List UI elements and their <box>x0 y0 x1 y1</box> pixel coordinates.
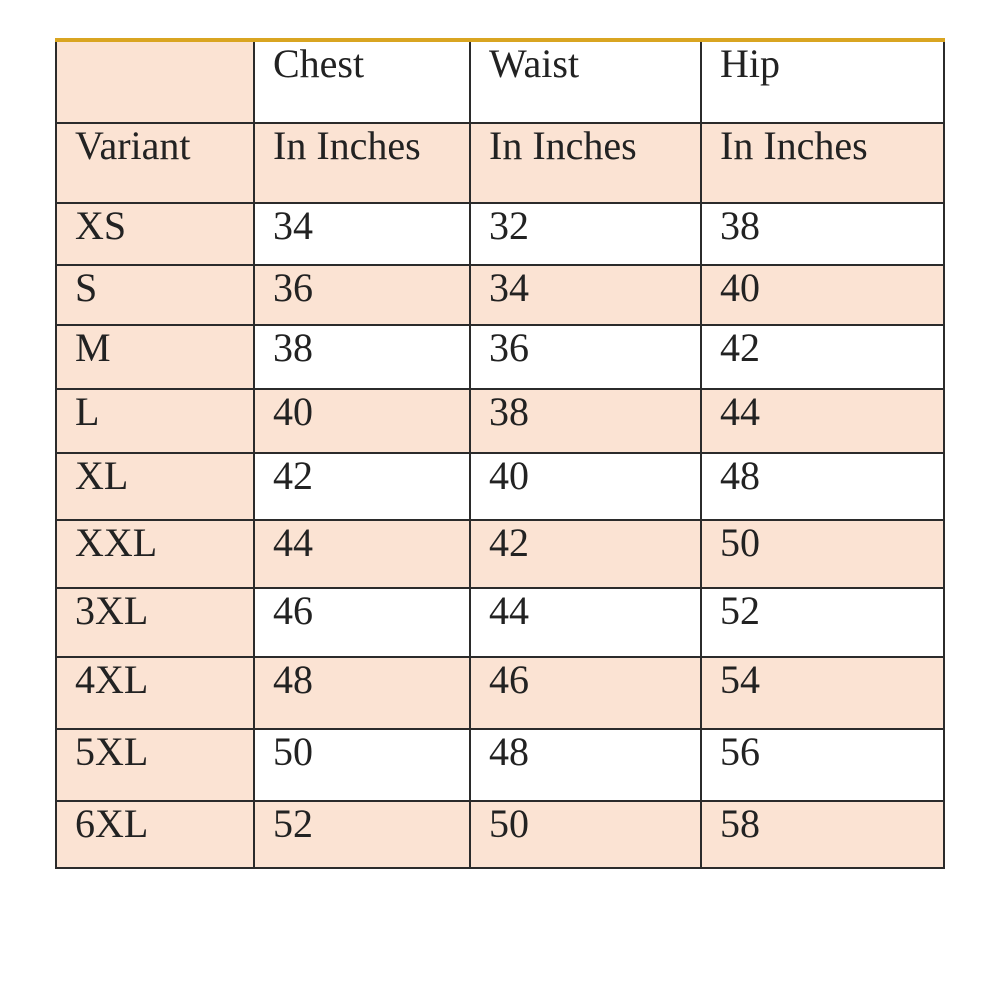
variant-cell: M <box>55 324 255 390</box>
hip-cell: 42 <box>700 324 945 390</box>
waist-cell: 44 <box>469 587 702 658</box>
table-row: XXL 44 42 50 <box>55 519 945 589</box>
header-cell-hip: Hip <box>700 40 945 124</box>
chest-cell: 38 <box>253 324 471 390</box>
header-cell-waist: Waist <box>469 40 702 124</box>
variant-cell: XXL <box>55 519 255 589</box>
table-row: XS 34 32 38 <box>55 202 945 266</box>
variant-cell: 4XL <box>55 656 255 730</box>
chest-cell: 46 <box>253 587 471 658</box>
header-row-units: Variant In Inches In Inches In Inches <box>55 122 945 204</box>
size-chart-table: Chest Waist Hip Variant In Inches In Inc… <box>55 38 945 869</box>
variant-cell: S <box>55 264 255 326</box>
header-row-measurement: Chest Waist Hip <box>55 40 945 124</box>
hip-cell: 54 <box>700 656 945 730</box>
hip-cell: 56 <box>700 728 945 802</box>
table-row: M 38 36 42 <box>55 324 945 390</box>
header-cell-variant: Variant <box>55 122 255 204</box>
chest-cell: 52 <box>253 800 471 869</box>
table-row: 6XL 52 50 58 <box>55 800 945 869</box>
variant-cell: 6XL <box>55 800 255 869</box>
hip-cell: 48 <box>700 452 945 521</box>
waist-cell: 38 <box>469 388 702 454</box>
variant-cell: XS <box>55 202 255 266</box>
hip-cell: 58 <box>700 800 945 869</box>
header-cell <box>55 40 255 124</box>
hip-cell: 38 <box>700 202 945 266</box>
table-row: XL 42 40 48 <box>55 452 945 521</box>
hip-cell: 44 <box>700 388 945 454</box>
chest-cell: 50 <box>253 728 471 802</box>
waist-cell: 36 <box>469 324 702 390</box>
header-cell-unit: In Inches <box>700 122 945 204</box>
table-row: 5XL 50 48 56 <box>55 728 945 802</box>
waist-cell: 48 <box>469 728 702 802</box>
chest-cell: 44 <box>253 519 471 589</box>
table-row: L 40 38 44 <box>55 388 945 454</box>
chest-cell: 42 <box>253 452 471 521</box>
table-row: 4XL 48 46 54 <box>55 656 945 730</box>
header-cell-chest: Chest <box>253 40 471 124</box>
hip-cell: 52 <box>700 587 945 658</box>
variant-cell: L <box>55 388 255 454</box>
waist-cell: 50 <box>469 800 702 869</box>
size-chart-body: Chest Waist Hip Variant In Inches In Inc… <box>55 40 945 869</box>
waist-cell: 46 <box>469 656 702 730</box>
table-row: S 36 34 40 <box>55 264 945 326</box>
hip-cell: 50 <box>700 519 945 589</box>
chest-cell: 48 <box>253 656 471 730</box>
waist-cell: 32 <box>469 202 702 266</box>
hip-cell: 40 <box>700 264 945 326</box>
variant-cell: XL <box>55 452 255 521</box>
waist-cell: 34 <box>469 264 702 326</box>
table-row: 3XL 46 44 52 <box>55 587 945 658</box>
header-cell-unit: In Inches <box>469 122 702 204</box>
variant-cell: 5XL <box>55 728 255 802</box>
chest-cell: 40 <box>253 388 471 454</box>
waist-cell: 42 <box>469 519 702 589</box>
chest-cell: 34 <box>253 202 471 266</box>
waist-cell: 40 <box>469 452 702 521</box>
variant-cell: 3XL <box>55 587 255 658</box>
header-cell-unit: In Inches <box>253 122 471 204</box>
chest-cell: 36 <box>253 264 471 326</box>
